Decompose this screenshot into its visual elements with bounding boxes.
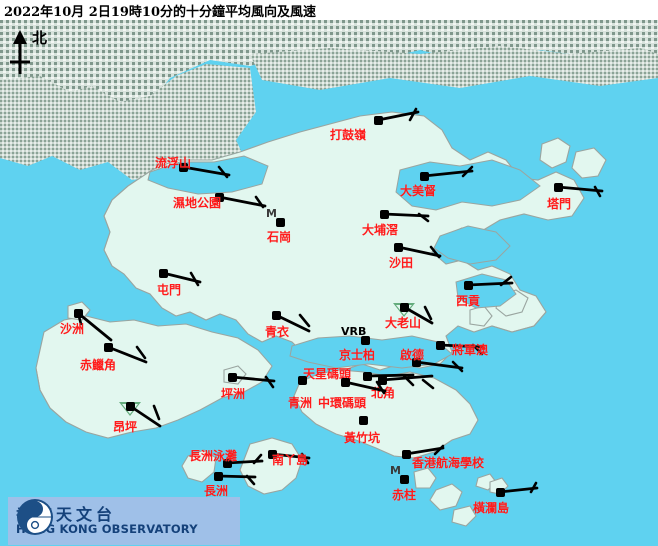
station-marker-dot — [555, 184, 562, 191]
coastline-detail — [35, 185, 547, 423]
station-marker-dot — [403, 451, 410, 458]
map-geography — [0, 20, 658, 546]
mainland-satellite-area — [0, 20, 658, 124]
map-canvas: 北 流浮山濕地公園 M 石崗 打鼓嶺大美督塔門大埔滘沙田西貢 屯門沙洲赤鱲角 青衣 大老山 V… — [0, 20, 658, 546]
station-label: 將軍澳 — [452, 343, 489, 357]
station-label: 青衣 — [265, 325, 290, 339]
station-label: 京士柏 — [339, 348, 376, 362]
station-label: 橫瀾島 — [473, 501, 510, 515]
station-label: 啟德 — [400, 348, 425, 362]
station-label: 石崗 — [267, 230, 292, 244]
station-marker-dot — [437, 342, 444, 349]
station-marker-dot — [342, 379, 349, 386]
station-marker-dot — [105, 344, 112, 351]
station-label: 天星碼頭 — [303, 367, 352, 381]
station-label: 塔門 — [547, 197, 572, 211]
variable-wind-label: VRB — [341, 325, 367, 338]
hko-name-english: HONG KONG OBSERVATORY — [16, 522, 198, 536]
station-marker-dot — [229, 374, 236, 381]
station-marker-dot — [75, 310, 82, 317]
station-label: 香港航海學校 — [412, 456, 485, 470]
station-marker-dot — [413, 359, 420, 366]
hko-logo: 香港天文台 HONG KONG OBSERVATORY — [8, 497, 240, 545]
station-label: 青洲 — [288, 396, 313, 410]
station-marker-dot — [375, 117, 382, 124]
station-marker-dot — [379, 377, 386, 384]
station-label: 沙洲 — [60, 322, 85, 336]
station-label: 南丫島 — [272, 453, 309, 467]
north-arrow: 北 — [6, 28, 66, 80]
station-marker-dot — [180, 164, 187, 171]
missing-data-label: M — [266, 207, 277, 220]
title-bar: 2022年10月 2日19時10分的十分鐘平均風向及風速 — [0, 0, 658, 20]
station-marker-dot — [497, 489, 504, 496]
mainland-satellite-ne — [250, 46, 658, 90]
station-marker-dot — [401, 476, 408, 483]
station-label: 長洲泳灘 — [189, 449, 238, 463]
station-label: 赤鱲角 — [80, 358, 117, 372]
north-arrow-icon — [10, 30, 30, 74]
station-label: 北角 — [371, 386, 396, 400]
station-label: 赤柱 — [392, 488, 417, 502]
station-marker-dot — [421, 173, 428, 180]
station-label: 黃竹坑 — [344, 431, 381, 445]
station-marker-dot — [364, 373, 371, 380]
station-marker-dot — [224, 460, 231, 467]
station-marker-dot — [362, 337, 369, 344]
missing-data-label: M — [390, 464, 401, 477]
page-title: 2022年10月 2日19時10分的十分鐘平均風向及風速 — [4, 5, 317, 20]
station-marker-dot — [127, 403, 134, 410]
station-marker-dot — [216, 194, 223, 201]
station-label: 西貢 — [456, 294, 481, 308]
station-label: 屯門 — [157, 283, 182, 297]
station-marker-dot — [465, 282, 472, 289]
station-label: 沙田 — [389, 256, 414, 270]
station-label: 打鼓嶺 — [330, 128, 367, 142]
station-label: 坪洲 — [221, 387, 246, 401]
north-label: 北 — [32, 29, 48, 47]
station-marker-dot — [215, 473, 222, 480]
station-label: 大老山 — [385, 316, 422, 330]
station-marker-dot — [160, 270, 167, 277]
station-marker-dot — [269, 451, 276, 458]
station-marker-dot — [299, 377, 306, 384]
station-marker-dot — [360, 417, 367, 424]
station-label: 昂坪 — [113, 420, 138, 434]
station-label: 長洲 — [204, 484, 229, 498]
station-marker-dot — [273, 312, 280, 319]
station-marker-dot — [277, 219, 284, 226]
hko-swirl-logo-icon — [17, 499, 53, 535]
station-marker-dot — [395, 244, 402, 251]
station-label: 濕地公園 — [173, 196, 222, 210]
station-label: 中環碼頭 — [318, 396, 367, 410]
station-label: 流浮山 — [155, 156, 192, 170]
station-label: 大美督 — [400, 184, 437, 198]
station-marker-dot — [401, 304, 408, 311]
station-marker-dot — [381, 211, 388, 218]
station-label: 大埔滘 — [362, 223, 399, 237]
